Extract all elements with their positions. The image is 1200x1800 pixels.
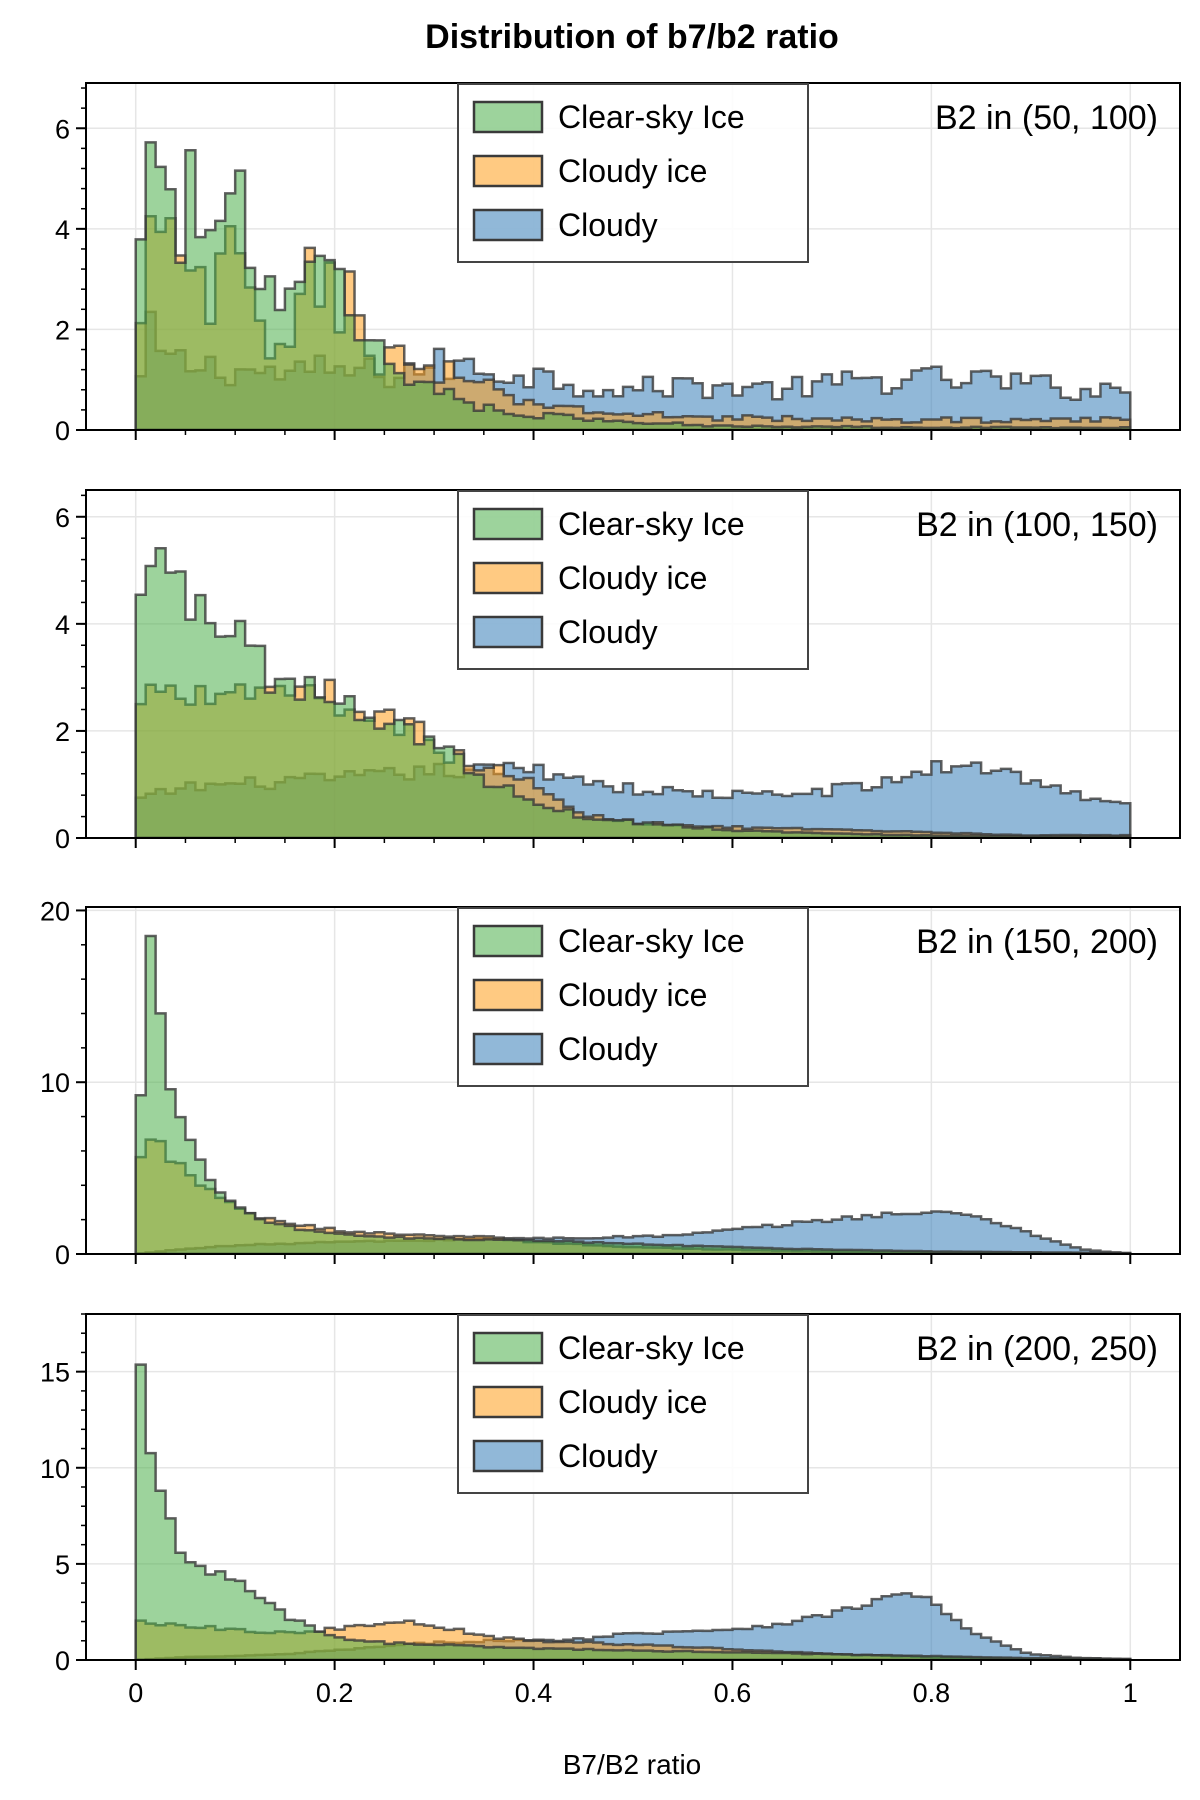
legend-label: Cloudy ice	[558, 1384, 707, 1420]
legend-label: Cloudy ice	[558, 153, 707, 189]
legend-swatch	[472, 507, 544, 541]
histograms	[134, 1363, 1132, 1660]
histogram-clear-sky-ice	[134, 934, 1132, 1254]
panel-1: 0 2 4 6 B2 in (50, 100) Clear-sky Ice Cloudy i…	[55, 82, 1181, 446]
legend: Clear-sky Ice Cloudy ice Cloudy	[457, 490, 809, 670]
legend: Clear-sky Ice Cloudy ice Cloudy	[457, 83, 809, 263]
histograms	[134, 546, 1132, 838]
y-tick-label: 0	[55, 824, 70, 854]
x-axis-label: B7/B2 ratio	[563, 1749, 702, 1780]
y-tick-label: 5	[55, 1550, 70, 1580]
legend-label: Cloudy	[558, 614, 658, 650]
legend-label: Clear-sky Ice	[558, 923, 745, 959]
y-tick-label: 2	[55, 315, 70, 345]
y-tick-label: 15	[40, 1358, 70, 1388]
legend-swatch	[472, 1385, 544, 1419]
histograms	[134, 141, 1132, 430]
panel-annotation: B2 in (200, 250)	[916, 1330, 1158, 1368]
legend-swatch	[472, 1331, 544, 1365]
panel-2: 0 2 4 6 B2 in (100, 150) Clear-sky Ice Cloudy …	[55, 489, 1181, 854]
chart-title: Distribution of b7/b2 ratio	[425, 18, 839, 56]
legend-swatch	[472, 1439, 544, 1473]
legend-label: Cloudy ice	[558, 560, 707, 596]
panel-3: 0 10 20 B2 in (150, 200) Clear-sky Ice Cloudy…	[40, 896, 1181, 1270]
x-tick-label: 0.8	[913, 1678, 951, 1708]
panel-annotation: B2 in (50, 100)	[935, 99, 1158, 137]
legend-label: Cloudy	[558, 1031, 658, 1067]
legend-label: Clear-sky Ice	[558, 506, 745, 542]
y-tick-label: 10	[40, 1454, 70, 1484]
y-tick-label: 6	[55, 114, 70, 144]
legend-swatch	[472, 1032, 544, 1066]
x-tick-label: 0	[128, 1678, 143, 1708]
panel-annotation: B2 in (100, 150)	[916, 506, 1158, 544]
legend: Clear-sky Ice Cloudy ice Cloudy	[457, 1314, 809, 1494]
histograms	[134, 934, 1132, 1254]
legend-label: Clear-sky Ice	[558, 99, 745, 135]
legend-swatch	[472, 561, 544, 595]
legend-swatch	[472, 615, 544, 649]
legend-swatch	[472, 924, 544, 958]
panel-4: 0 5 10 15 0 0.2 0.4 0.6 0.8 1 B2 in (200, 250) Clea…	[40, 1313, 1181, 1708]
legend-label: Clear-sky Ice	[558, 1330, 745, 1366]
y-tick-label: 0	[55, 416, 70, 446]
legend-swatch	[472, 154, 544, 188]
y-tick-label: 4	[55, 610, 70, 640]
grid	[86, 907, 1180, 1255]
legend-swatch	[472, 978, 544, 1012]
y-tick-label: 10	[40, 1068, 70, 1098]
x-tick-label: 0.4	[515, 1678, 553, 1708]
y-tick-label: 6	[55, 503, 70, 533]
x-tick-label: 0.6	[714, 1678, 752, 1708]
legend-label: Cloudy	[558, 1438, 658, 1474]
y-tick-label: 2	[55, 717, 70, 747]
legend-swatch	[472, 100, 544, 134]
y-tick-label: 20	[40, 896, 70, 926]
legend-swatch	[472, 208, 544, 242]
y-tick-label: 4	[55, 215, 70, 245]
legend-label: Cloudy	[558, 207, 658, 243]
x-tick-label: 1	[1123, 1678, 1138, 1708]
panel-annotation: B2 in (150, 200)	[916, 923, 1158, 961]
panels: 0 2 4 6 B2 in (50, 100) Clear-sky Ice Cloudy i…	[40, 82, 1181, 1708]
histogram-clear-sky-ice	[134, 1363, 1132, 1660]
x-tick-label: 0.2	[316, 1678, 354, 1708]
legend: Clear-sky Ice Cloudy ice Cloudy	[457, 907, 809, 1087]
histogram-clear-sky-ice	[134, 141, 1132, 430]
y-tick-label: 0	[55, 1240, 70, 1270]
legend-label: Cloudy ice	[558, 977, 707, 1013]
y-tick-label: 0	[55, 1646, 70, 1676]
histogram-clear-sky-ice	[134, 546, 1132, 838]
